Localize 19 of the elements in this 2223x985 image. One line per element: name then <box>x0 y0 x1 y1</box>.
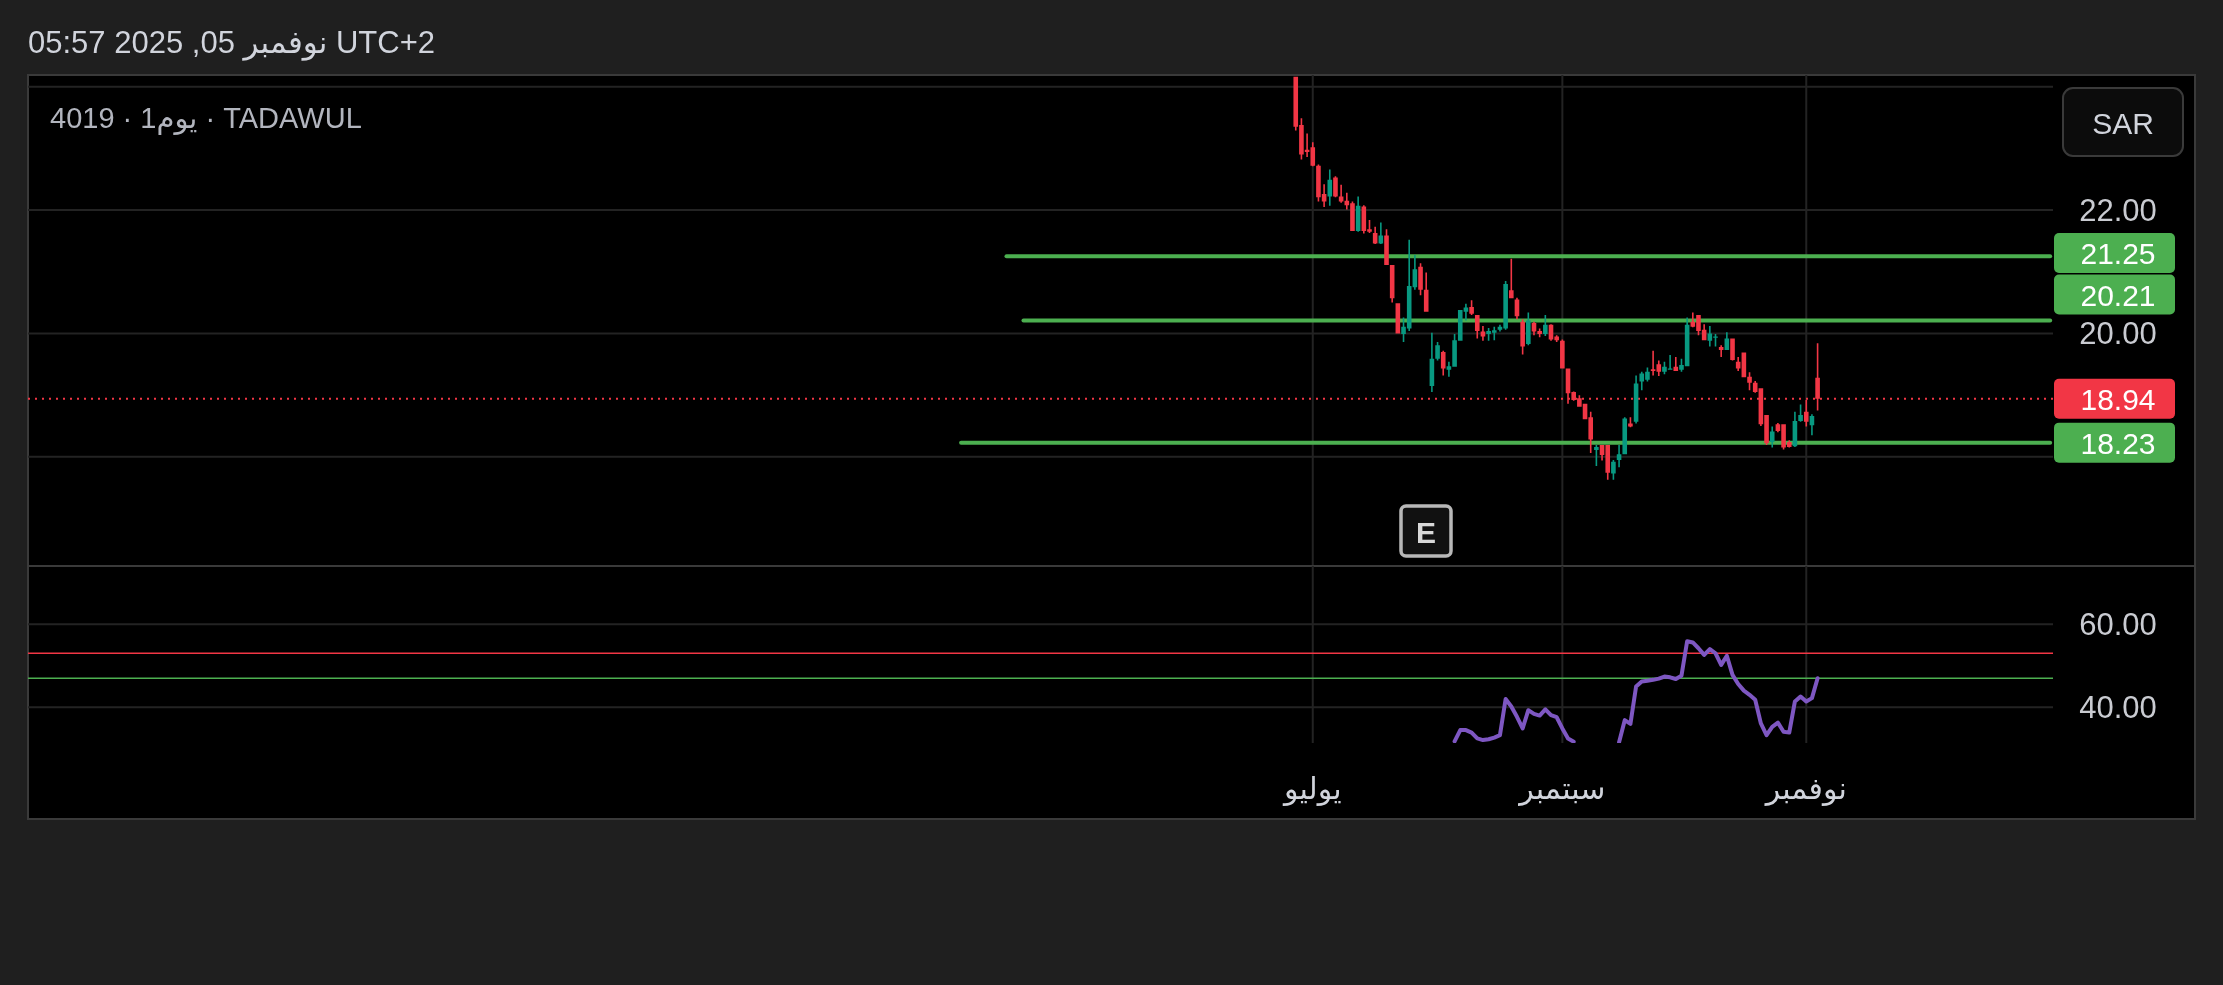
candlestick <box>1673 356 1679 372</box>
data-label: 21.25 <box>2080 237 2156 271</box>
data-label: 20.21 <box>2080 278 2156 312</box>
annotation: E <box>1415 515 1437 549</box>
candlestick <box>1616 445 1622 468</box>
y-tick-label: 22.00 <box>2079 192 2157 228</box>
ref-line-label: 18.94 <box>2080 383 2156 417</box>
chart-title: نوفمبر 05, 2025 05:57 UTC+2 <box>28 24 436 61</box>
y-axis-title: SAR <box>2092 106 2154 140</box>
y-tick-label: 40.00 <box>2079 689 2157 725</box>
y-tick-label: 20.00 <box>2079 315 2157 351</box>
y-tick-label: 60.00 <box>2079 606 2157 642</box>
data-label: 18.23 <box>2080 427 2156 461</box>
candlestick <box>1718 345 1724 357</box>
x-tick-label: يوليو <box>1282 771 1342 806</box>
x-tick-label: نوفمبر <box>1763 771 1847 806</box>
x-tick-label: سبتمبر <box>1517 771 1606 806</box>
text: 4019 · 1يوم · TADAWUL <box>50 102 362 135</box>
candlestick <box>1327 169 1333 206</box>
